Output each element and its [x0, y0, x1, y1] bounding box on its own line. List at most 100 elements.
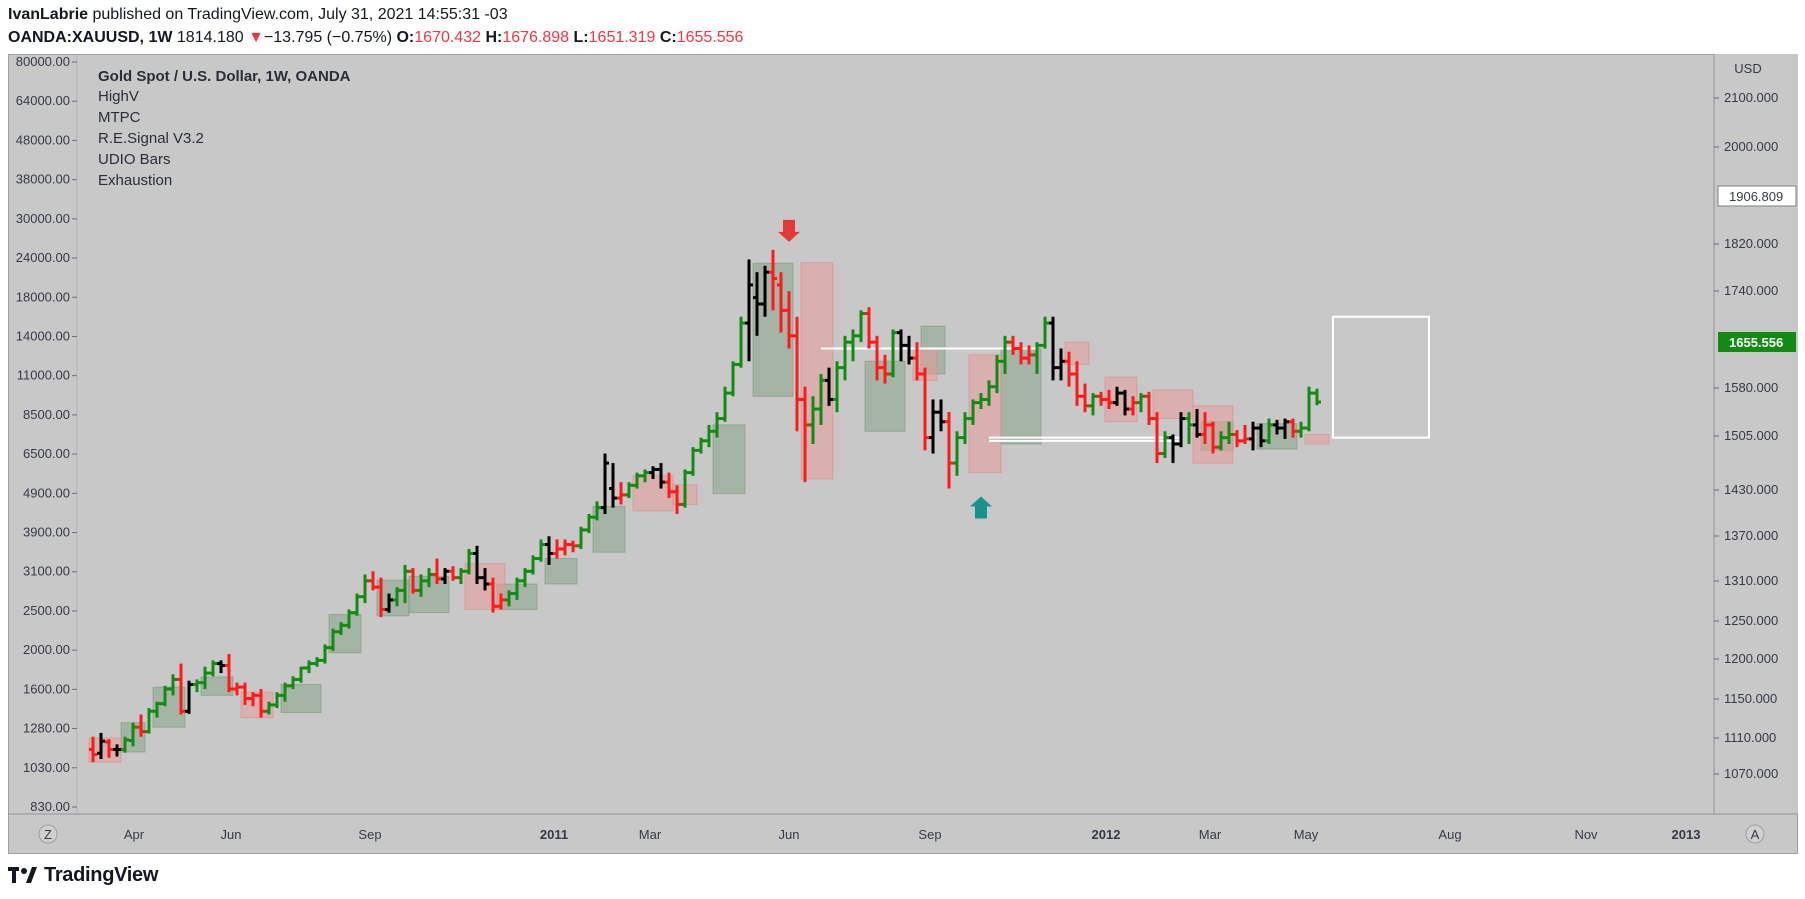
- ohlc-bar[interactable]: [305, 660, 313, 674]
- ohlc-bar[interactable]: [641, 469, 649, 483]
- ohlc-bar[interactable]: [1097, 391, 1105, 406]
- ohlc-bar[interactable]: [545, 536, 553, 565]
- ohlc-bar[interactable]: [889, 329, 897, 378]
- left-price-axis[interactable]: 80000.00 64000.00 48000.00 38000.00 30000.00…: [16, 54, 78, 814]
- ohlc-bar[interactable]: [801, 386, 809, 483]
- ohlc-bar[interactable]: [681, 469, 689, 508]
- ohlc-bar[interactable]: [1049, 316, 1057, 381]
- legend-indicator[interactable]: HighV: [98, 88, 139, 105]
- ohlc-bar[interactable]: [481, 568, 489, 591]
- ohlc-bar[interactable]: [1281, 418, 1289, 439]
- ohlc-bar[interactable]: [1273, 419, 1281, 435]
- ohlc-bar[interactable]: [777, 272, 785, 333]
- ohlc-bar[interactable]: [241, 682, 249, 705]
- ohlc-bar[interactable]: [649, 466, 657, 479]
- ohlc-bar[interactable]: [193, 679, 201, 693]
- ohlc-bar[interactable]: [809, 396, 817, 444]
- ohlc-bar[interactable]: [753, 272, 761, 336]
- ohlc-bar[interactable]: [969, 399, 977, 425]
- ohlc-bar[interactable]: [257, 689, 265, 718]
- ohlc-bar[interactable]: [185, 680, 193, 714]
- ohlc-bar[interactable]: [849, 329, 857, 362]
- legend-indicator[interactable]: R.E.Signal V3.2: [98, 130, 204, 147]
- ohlc-bar[interactable]: [521, 568, 529, 588]
- ohlc-bar[interactable]: [161, 685, 169, 707]
- ohlc-bar[interactable]: [1161, 431, 1169, 458]
- zoom-button[interactable]: [38, 824, 58, 844]
- ohlc-bar[interactable]: [225, 654, 233, 693]
- auto-scale-button[interactable]: [1745, 824, 1765, 844]
- ohlc-bar[interactable]: [1265, 418, 1273, 444]
- ohlc-bar[interactable]: [1289, 418, 1297, 438]
- ohlc-bar[interactable]: [985, 380, 993, 406]
- ohlc-bar[interactable]: [657, 463, 665, 489]
- ohlc-bar[interactable]: [721, 386, 729, 422]
- ohlc-bar[interactable]: [153, 701, 161, 718]
- ohlc-bar[interactable]: [937, 399, 945, 432]
- ohlc-bar[interactable]: [233, 682, 241, 696]
- ohlc-bar[interactable]: [401, 564, 409, 604]
- ohlc-bar[interactable]: [1233, 430, 1241, 448]
- ohlc-bar[interactable]: [177, 663, 185, 715]
- ohlc-bar[interactable]: [625, 482, 633, 499]
- ohlc-bar[interactable]: [1129, 396, 1137, 416]
- ohlc-bar[interactable]: [593, 501, 601, 521]
- ohlc-bar[interactable]: [1073, 361, 1081, 406]
- ohlc-bar[interactable]: [361, 574, 369, 604]
- ohlc-bar[interactable]: [1081, 383, 1089, 413]
- ohlc-bar[interactable]: [585, 514, 593, 534]
- legend-indicator[interactable]: UDIO Bars: [98, 151, 171, 168]
- ohlc-bar[interactable]: [529, 555, 537, 575]
- right-price-axis[interactable]: USD 2100.000 2000.000 1906.809 1820.000 1740.…: [1713, 54, 1798, 814]
- ohlc-bar[interactable]: [1065, 351, 1073, 387]
- ohlc-bar[interactable]: [1313, 388, 1321, 406]
- ohlc-bar[interactable]: [169, 674, 177, 696]
- ohlc-bar[interactable]: [201, 666, 209, 689]
- price-chart[interactable]: 80000.00 64000.00 48000.00 38000.00 30000.00…: [8, 54, 1798, 854]
- ohlc-bar[interactable]: [1041, 316, 1049, 349]
- ohlc-bar[interactable]: [1137, 393, 1145, 413]
- ohlc-bar[interactable]: [929, 399, 937, 454]
- time-axis[interactable]: Apr Jun Sep 2011 Mar Jun Sep 2012 Mar May Aug Nov 20…: [8, 813, 1798, 844]
- ohlc-bar[interactable]: [433, 558, 441, 584]
- ohlc-bar[interactable]: [457, 568, 465, 584]
- ohlc-bar[interactable]: [105, 739, 113, 758]
- ohlc-bar[interactable]: [897, 329, 905, 362]
- legend-indicator[interactable]: Exhaustion: [98, 172, 172, 189]
- ohlc-bar[interactable]: [737, 316, 745, 368]
- ohlc-bar[interactable]: [1089, 393, 1097, 416]
- ohlc-bar[interactable]: [1217, 431, 1225, 451]
- ohlc-bar[interactable]: [489, 577, 497, 613]
- ohlc-bar[interactable]: [1257, 423, 1265, 448]
- ohlc-bar[interactable]: [865, 307, 873, 349]
- ohlc-bar[interactable]: [329, 628, 337, 651]
- ohlc-bar[interactable]: [1121, 389, 1129, 416]
- ohlc-bar[interactable]: [1017, 342, 1025, 365]
- ohlc-bar[interactable]: [1177, 412, 1185, 448]
- ohlc-bar[interactable]: [1153, 412, 1161, 464]
- ohlc-bar[interactable]: [1025, 345, 1033, 365]
- ohlc-bar[interactable]: [249, 692, 257, 707]
- ohlc-bar[interactable]: [873, 335, 881, 381]
- ohlc-bar[interactable]: [961, 412, 969, 444]
- ohlc-bar[interactable]: [945, 412, 953, 489]
- ohlc-bar[interactable]: [793, 316, 801, 432]
- ohlc-bar[interactable]: [265, 701, 273, 715]
- auto-scale-button-label[interactable]: A: [1751, 827, 1760, 842]
- ohlc-bar[interactable]: [1297, 421, 1305, 438]
- ohlc-bar[interactable]: [921, 367, 929, 451]
- ohlc-bar[interactable]: [465, 549, 473, 575]
- ohlc-bar[interactable]: [1033, 342, 1041, 374]
- ohlc-bar[interactable]: [97, 732, 105, 759]
- ohlc-bar[interactable]: [609, 463, 617, 508]
- zoom-button-label[interactable]: Z: [44, 827, 52, 842]
- ohlc-bar[interactable]: [1193, 409, 1201, 438]
- ohlc-bar[interactable]: [1057, 348, 1065, 381]
- ohlc-bar[interactable]: [833, 361, 841, 413]
- ohlc-bar[interactable]: [537, 539, 545, 562]
- ohlc-bar[interactable]: [425, 568, 433, 588]
- ohlc-bar[interactable]: [913, 342, 921, 381]
- ohlc-bar[interactable]: [497, 593, 505, 610]
- ohlc-bar[interactable]: [209, 660, 217, 677]
- ohlc-bar[interactable]: [393, 587, 401, 607]
